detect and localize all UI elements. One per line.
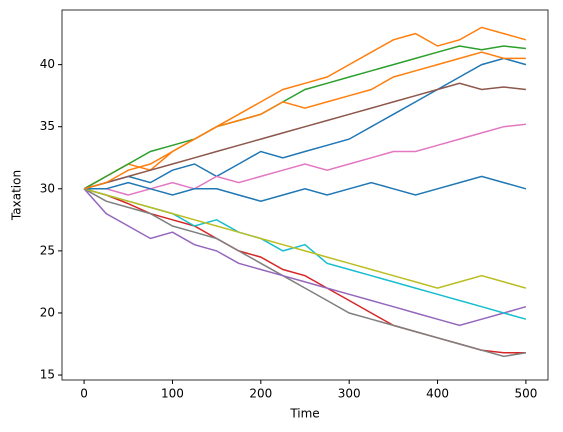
y-tick-label: 25: [40, 243, 55, 257]
x-tick-label: 200: [249, 387, 272, 401]
series-line: [83, 188, 527, 289]
series-line: [83, 26, 527, 190]
y-tick-label: 30: [40, 181, 55, 195]
x-tick-label: 100: [161, 387, 184, 401]
series-line: [83, 51, 526, 190]
x-axis-label: Time: [289, 407, 319, 421]
x-tick-label: 300: [338, 387, 361, 401]
plot-frame: [61, 9, 549, 381]
y-tick-label: 15: [40, 368, 55, 382]
series-line: [83, 188, 527, 358]
series-line: [83, 45, 526, 190]
x-tick-label: 500: [514, 387, 537, 401]
series-line: [83, 188, 527, 320]
x-tick-label: 400: [426, 387, 449, 401]
y-tick-label: 20: [40, 305, 55, 319]
series-line: [83, 82, 526, 190]
x-tick-label: 0: [80, 387, 88, 401]
series-line: [84, 175, 527, 202]
y-tick-label: 35: [40, 119, 55, 133]
series-line: [83, 57, 527, 190]
series-line: [83, 188, 527, 327]
y-tick-label: 40: [40, 57, 55, 71]
series-line: [84, 123, 526, 196]
y-axis-label: Taxation: [10, 170, 24, 221]
